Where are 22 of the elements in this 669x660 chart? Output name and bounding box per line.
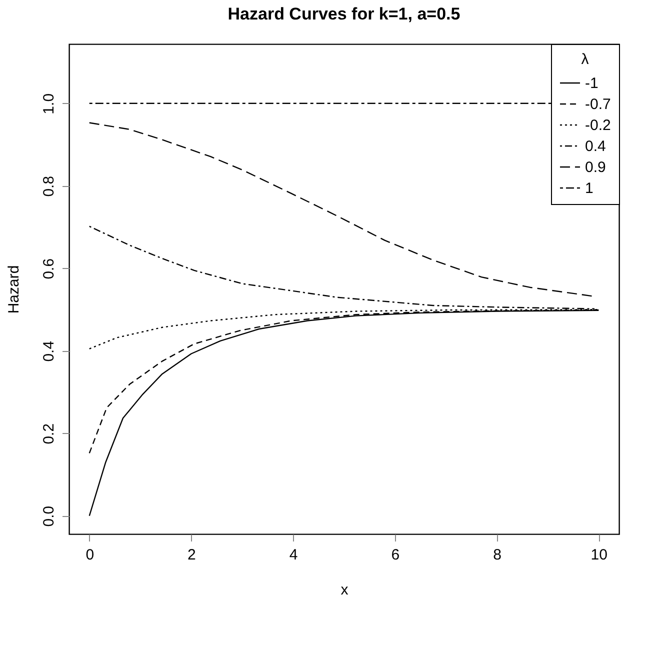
y-tick-label: 0.8 [40,176,58,197]
x-tick-label: 6 [391,546,400,564]
x-tick-label: 0 [86,546,94,564]
y-tick-label: 1.0 [40,93,58,114]
legend-label: -0.7 [585,96,611,113]
chart-title: Hazard Curves for k=1, a=0.5 [228,4,460,24]
y-tick-label: 0.2 [40,423,58,444]
x-tick-label: 10 [590,546,608,564]
legend-label: 0.9 [585,159,606,176]
legend-label: 0.4 [585,138,606,155]
x-axis-title: x [340,582,349,598]
x-tick-label: 8 [493,546,502,564]
x-tick-label: 2 [188,546,196,564]
y-tick-label: 0.0 [40,506,58,527]
y-tick-label: 0.4 [40,340,58,362]
y-tick-label: 0.6 [40,258,58,280]
legend-label: -0.2 [585,117,611,134]
x-tick-label: 4 [289,546,298,564]
legend-title: λ [581,51,590,68]
legend-label: -1 [585,75,598,92]
legend-label: 1 [585,180,594,197]
y-axis-title: Hazard [6,265,22,314]
